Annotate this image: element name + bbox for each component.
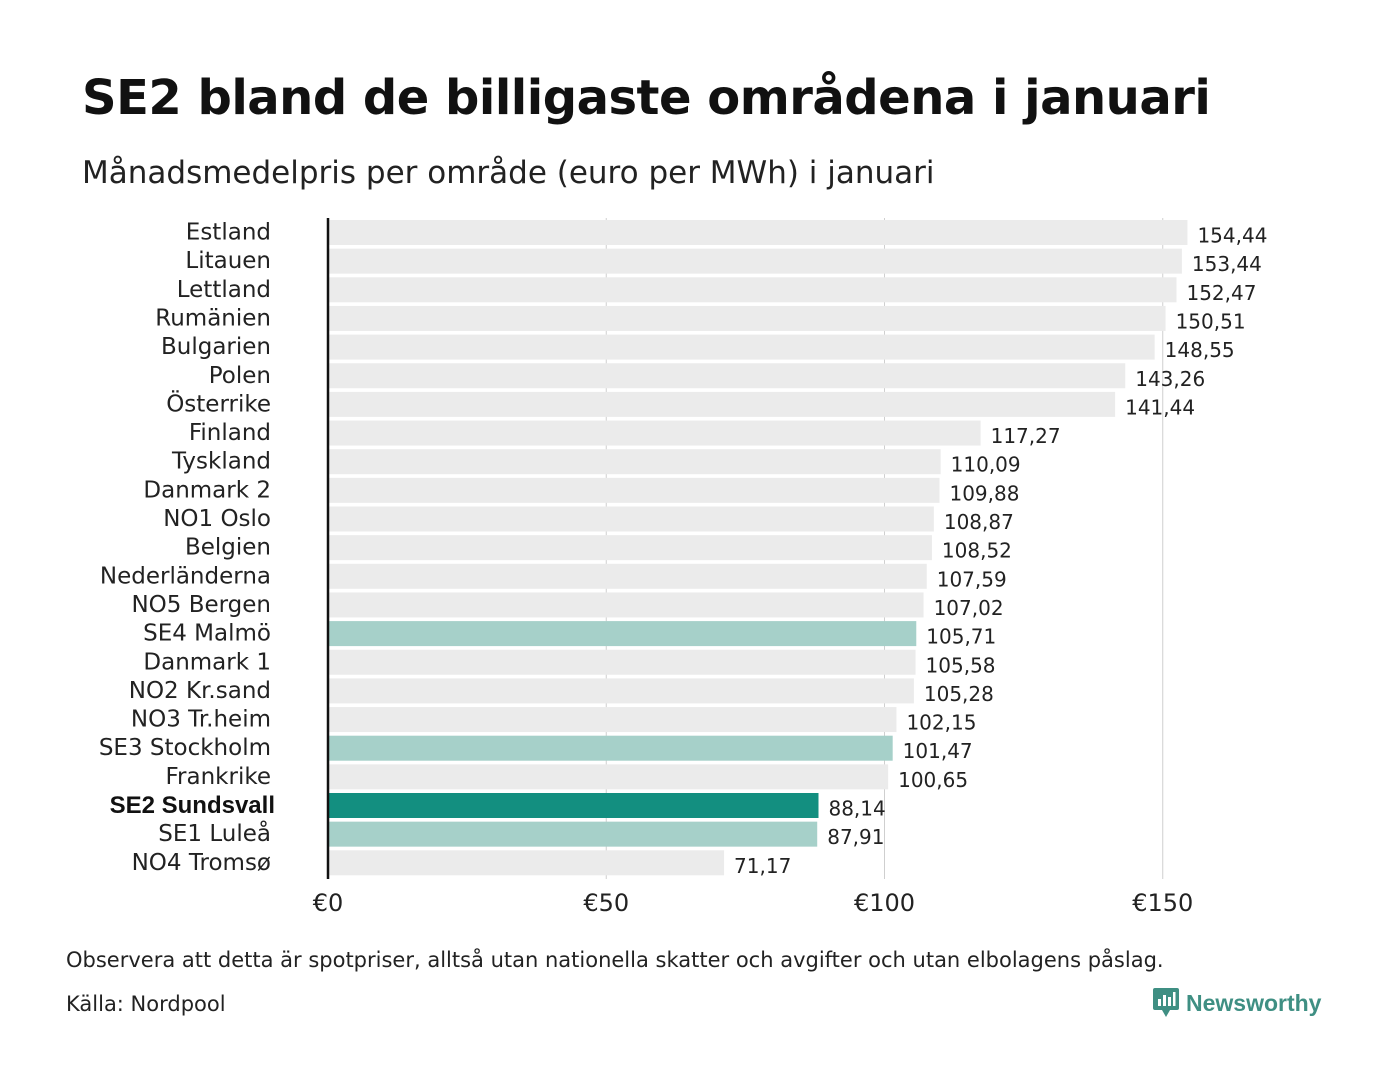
category-label: NO4 Tromsø — [132, 850, 271, 876]
value-label: 153,44 — [1192, 252, 1262, 276]
value-label: 105,28 — [924, 682, 994, 706]
value-label: 100,65 — [898, 768, 968, 792]
bar — [328, 506, 934, 532]
newsworthy-logo-icon — [1153, 988, 1179, 1017]
value-label: 71,17 — [734, 854, 791, 878]
bar — [328, 420, 981, 446]
category-label: Belgien — [185, 535, 271, 561]
category-label: SE4 Malmö — [143, 621, 271, 647]
bar — [328, 735, 893, 761]
category-label: Rumänien — [155, 305, 271, 331]
value-label: 110,09 — [951, 453, 1021, 477]
value-label: 150,51 — [1176, 309, 1246, 333]
bar — [328, 707, 897, 733]
value-label: 108,87 — [944, 510, 1014, 534]
chart-title: SE2 bland de billigaste områdena i janua… — [82, 70, 1211, 126]
value-label: 107,02 — [934, 596, 1004, 620]
value-label: 105,58 — [926, 653, 996, 677]
bar — [328, 220, 1188, 245]
bar — [328, 277, 1177, 303]
bar — [328, 563, 927, 589]
bar — [328, 850, 725, 876]
value-label: 107,59 — [937, 567, 1007, 591]
brand-name: Newsworthy — [1186, 989, 1322, 1016]
bar — [328, 305, 1166, 331]
bar — [328, 649, 916, 675]
category-label: Polen — [209, 363, 271, 389]
value-label: 141,44 — [1125, 395, 1195, 419]
bar — [328, 764, 889, 790]
chart-subtitle: Månadsmedelpris per område (euro per MWh… — [82, 155, 935, 191]
x-tick-label: €100 — [854, 889, 915, 917]
value-label: 88,14 — [828, 797, 885, 821]
category-label: Frankrike — [166, 764, 272, 790]
category-label: Tyskland — [171, 449, 271, 475]
category-label: Litauen — [185, 248, 271, 274]
value-label: 101,47 — [903, 739, 973, 763]
bar — [328, 793, 819, 818]
category-label: Lettland — [177, 277, 271, 303]
bar — [328, 535, 932, 561]
category-label: SE3 Stockholm — [99, 735, 271, 761]
value-label: 143,26 — [1135, 367, 1205, 391]
category-label: SE2 Sundsvall — [110, 792, 275, 819]
bar — [328, 592, 924, 618]
category-label: NO2 Kr.sand — [129, 678, 271, 704]
value-label: 108,52 — [942, 539, 1012, 563]
category-label: Danmark 2 — [143, 477, 271, 503]
bar — [328, 678, 914, 704]
bar — [328, 821, 818, 847]
value-label: 148,55 — [1165, 338, 1235, 362]
footnote: Observera att detta är spotpriser, allts… — [66, 948, 1164, 972]
brand-logo: Newsworthy — [1152, 986, 1321, 1020]
bar — [328, 248, 1182, 274]
category-label: NO1 Oslo — [163, 506, 271, 532]
bar — [328, 334, 1155, 360]
bar — [328, 391, 1116, 417]
value-label: 152,47 — [1186, 281, 1256, 305]
bar-chart: Estland 154,44 Litauen 153,44 Lettland 152,47… — [99, 218, 1267, 917]
category-label: Finland — [189, 420, 271, 446]
bar — [328, 477, 940, 503]
value-label: 102,15 — [906, 711, 976, 735]
category-label: Bulgarien — [161, 334, 271, 360]
value-label: 117,27 — [991, 424, 1061, 448]
value-label: 105,71 — [926, 625, 996, 649]
category-label: Estland — [186, 220, 271, 246]
x-tick-label: €50 — [583, 889, 629, 917]
category-label: SE1 Luleå — [158, 819, 271, 847]
category-label: NO5 Bergen — [131, 592, 271, 618]
category-label: NO3 Tr.heim — [131, 707, 271, 733]
category-label: Danmark 1 — [143, 649, 271, 675]
bar — [328, 621, 917, 647]
category-label: Österrike — [166, 389, 271, 417]
bar — [328, 363, 1126, 389]
bar — [328, 449, 941, 475]
x-tick-label: €150 — [1132, 889, 1193, 917]
value-label: 109,88 — [949, 481, 1019, 505]
value-label: 87,91 — [827, 825, 884, 849]
source-note: Källa: Nordpool — [66, 992, 226, 1016]
x-tick-label: €0 — [313, 889, 344, 917]
value-label: 154,44 — [1197, 224, 1267, 248]
category-label: Nederländerna — [100, 563, 271, 589]
